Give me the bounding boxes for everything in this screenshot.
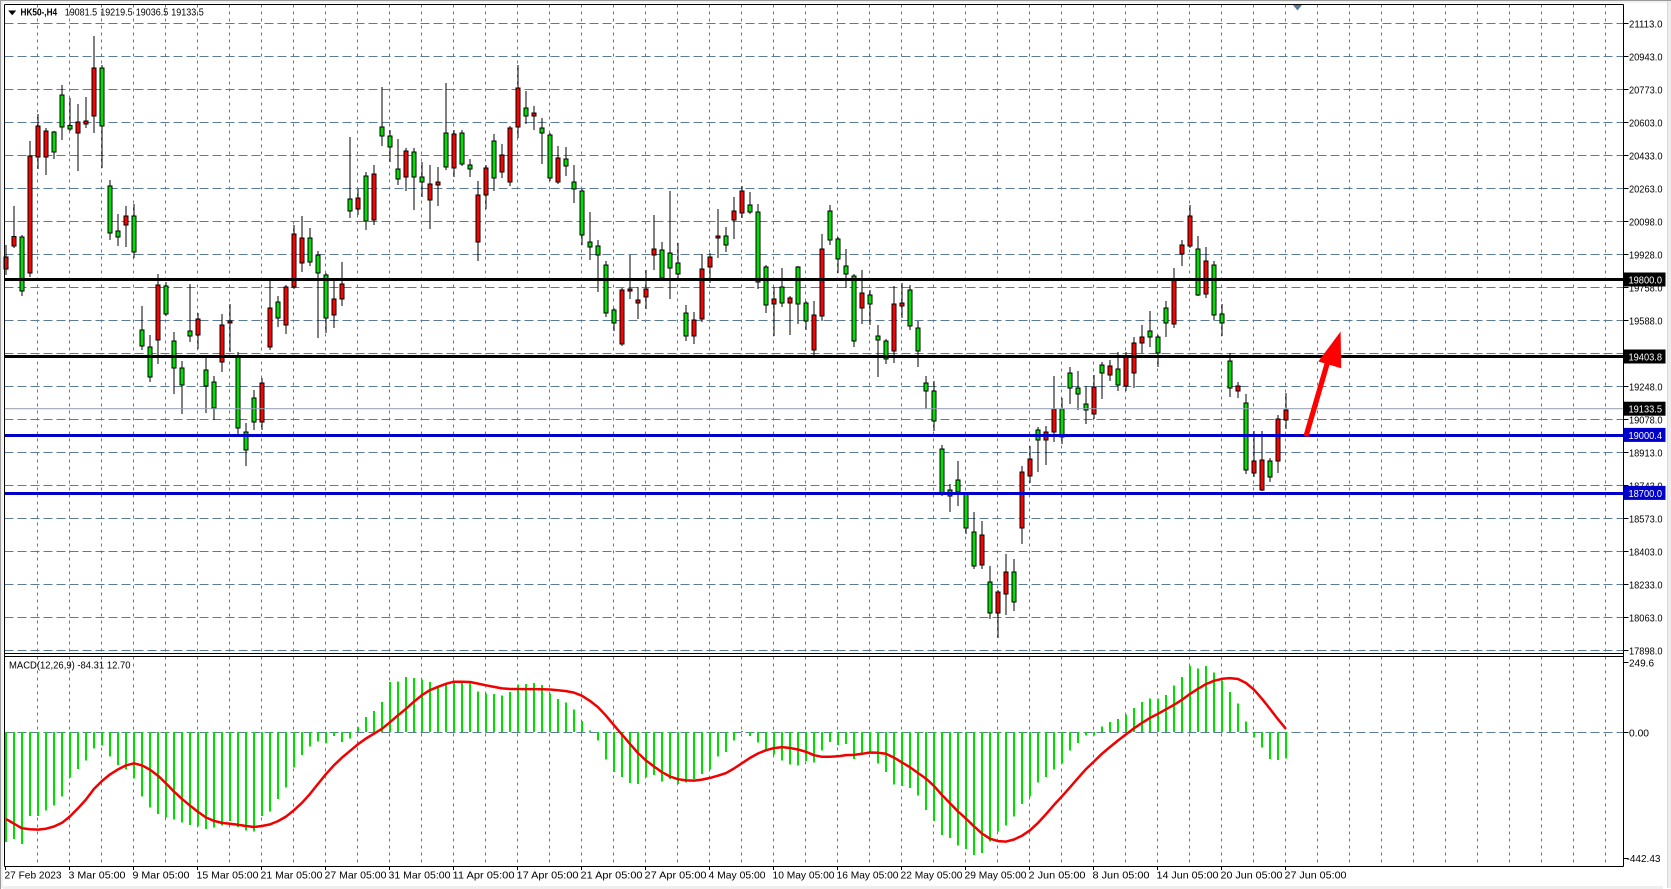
svg-text:11 Apr 05:00: 11 Apr 05:00 — [453, 870, 515, 882]
svg-text:249.6: 249.6 — [1629, 658, 1654, 670]
svg-text:20263.0: 20263.0 — [1629, 184, 1663, 196]
svg-text:19403.8: 19403.8 — [1629, 352, 1663, 364]
svg-text:3 Mar 05:00: 3 Mar 05:00 — [69, 870, 126, 882]
svg-text:19078.0: 19078.0 — [1629, 415, 1663, 427]
svg-text:19133.5: 19133.5 — [171, 7, 204, 19]
svg-text:19248.0: 19248.0 — [1629, 382, 1663, 394]
svg-text:10 May 05:00: 10 May 05:00 — [773, 870, 835, 882]
svg-text:27 Mar 05:00: 27 Mar 05:00 — [325, 870, 387, 882]
svg-text:21113.0: 21113.0 — [1629, 19, 1663, 31]
svg-text:2 Jun 05:00: 2 Jun 05:00 — [1029, 870, 1086, 882]
svg-text:27 Feb 2023: 27 Feb 2023 — [5, 870, 62, 882]
svg-text:HK50-,H4: HK50-,H4 — [21, 7, 58, 19]
svg-text:27 Apr 05:00: 27 Apr 05:00 — [645, 870, 707, 882]
svg-text:19036.5: 19036.5 — [136, 7, 169, 19]
svg-text:21 Apr 05:00: 21 Apr 05:00 — [581, 870, 643, 882]
svg-text:18573.0: 18573.0 — [1629, 514, 1663, 526]
svg-text:0.00: 0.00 — [1629, 728, 1649, 740]
svg-text:19081.5: 19081.5 — [65, 7, 98, 19]
svg-text:31 Mar 05:00: 31 Mar 05:00 — [389, 870, 451, 882]
svg-text:20098.0: 20098.0 — [1629, 217, 1663, 229]
svg-text:17 Apr 05:00: 17 Apr 05:00 — [517, 870, 579, 882]
svg-text:20943.0: 20943.0 — [1629, 52, 1663, 64]
svg-text:4 May 05:00: 4 May 05:00 — [709, 870, 766, 882]
svg-text:21 Mar 05:00: 21 Mar 05:00 — [261, 870, 323, 882]
svg-text:20603.0: 20603.0 — [1629, 118, 1663, 130]
svg-text:8 Jun 05:00: 8 Jun 05:00 — [1093, 870, 1150, 882]
svg-text:17898.0: 17898.0 — [1629, 646, 1663, 658]
svg-text:9 Mar 05:00: 9 Mar 05:00 — [133, 870, 190, 882]
svg-text:19219.5: 19219.5 — [100, 7, 133, 19]
svg-text:16 May 05:00: 16 May 05:00 — [837, 870, 899, 882]
svg-text:20433.0: 20433.0 — [1629, 151, 1663, 163]
svg-text:20 Jun 05:00: 20 Jun 05:00 — [1221, 870, 1283, 882]
svg-text:18233.0: 18233.0 — [1629, 580, 1663, 592]
svg-text:19133.5: 19133.5 — [1629, 404, 1663, 416]
svg-text:19000.4: 19000.4 — [1629, 430, 1663, 442]
svg-text:18913.0: 18913.0 — [1629, 448, 1663, 460]
svg-text:18063.0: 18063.0 — [1629, 613, 1663, 625]
svg-text:27 Jun 05:00: 27 Jun 05:00 — [1285, 870, 1347, 882]
svg-text:15 Mar 05:00: 15 Mar 05:00 — [197, 870, 259, 882]
svg-text:19588.0: 19588.0 — [1629, 316, 1663, 328]
svg-text:19928.0: 19928.0 — [1629, 250, 1663, 262]
svg-text:19800.0: 19800.0 — [1629, 275, 1663, 287]
svg-text:18403.0: 18403.0 — [1629, 547, 1663, 559]
svg-text:14 Jun 05:00: 14 Jun 05:00 — [1157, 870, 1219, 882]
svg-text:MACD(12,26,9) -84.31 12.70: MACD(12,26,9) -84.31 12.70 — [9, 660, 131, 672]
svg-text:20773.0: 20773.0 — [1629, 85, 1663, 97]
svg-text:-442.43: -442.43 — [1627, 853, 1661, 865]
svg-text:22 May 05:00: 22 May 05:00 — [901, 870, 963, 882]
svg-text:18700.0: 18700.0 — [1629, 488, 1663, 500]
svg-text:29 May 05:00: 29 May 05:00 — [965, 870, 1027, 882]
